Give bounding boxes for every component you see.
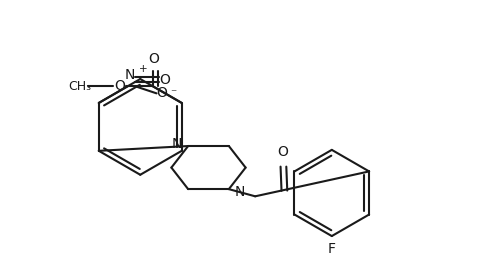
Text: O: O [278, 146, 288, 159]
Text: F: F [328, 242, 336, 256]
Text: N: N [172, 137, 183, 151]
Text: N: N [235, 184, 245, 198]
Text: O: O [115, 79, 125, 93]
Text: CH₃: CH₃ [68, 80, 91, 93]
Text: O: O [160, 74, 171, 87]
Text: ⁻: ⁻ [170, 87, 177, 100]
Text: O: O [156, 86, 167, 100]
Text: O: O [148, 52, 159, 66]
Text: N: N [125, 68, 135, 82]
Text: +: + [139, 64, 147, 74]
